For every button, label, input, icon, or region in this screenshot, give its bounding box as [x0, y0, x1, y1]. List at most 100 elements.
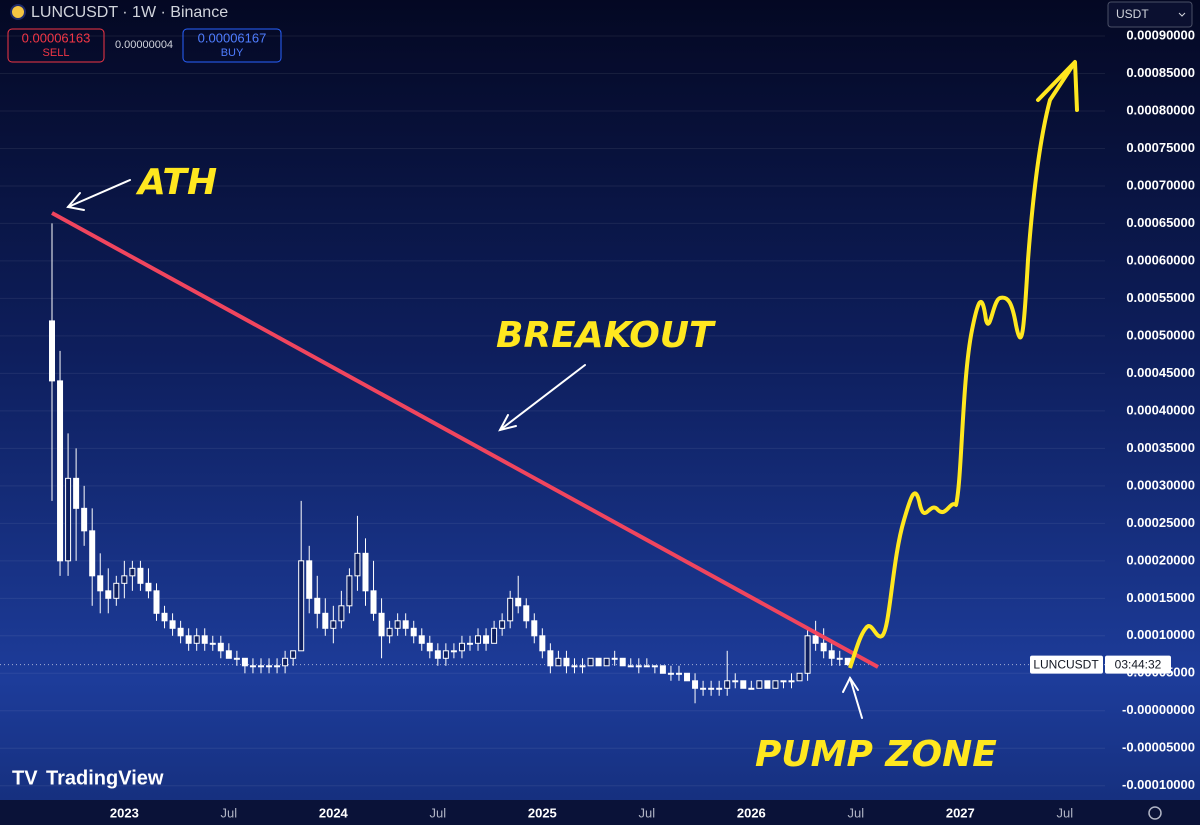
candle-body [442, 650, 449, 659]
x-tick-label: Jul [1056, 805, 1073, 820]
candle-body [89, 530, 96, 577]
symbol-icon [10, 4, 26, 20]
y-tick-label: -0.00005000 [1122, 740, 1195, 755]
candle-body [282, 657, 289, 667]
candle-body [458, 642, 465, 652]
candle-body [193, 635, 200, 644]
candle-body [161, 612, 168, 622]
buy-price: 0.00006167 [198, 30, 267, 45]
x-tick-label: Jul [221, 805, 238, 820]
x-tick-label: Jul [639, 805, 656, 820]
candle-body [635, 665, 642, 668]
candles [49, 223, 851, 704]
y-tick-label: 0.00025000 [1126, 515, 1195, 530]
candle-body [732, 680, 739, 683]
x-tick-label: 2027 [946, 805, 975, 820]
candle-body [241, 657, 248, 667]
candle-body [410, 627, 417, 637]
candle-body [603, 657, 610, 667]
candle-body [483, 635, 490, 644]
candle-body [724, 680, 731, 689]
candle-body [209, 642, 216, 645]
candle-body [121, 575, 128, 584]
candle-body [756, 680, 763, 689]
candle-body [113, 582, 120, 599]
buy-button[interactable] [182, 28, 282, 63]
candle-body [515, 597, 522, 607]
candle-body [466, 642, 473, 645]
candle-body [330, 620, 337, 629]
candle-body [523, 605, 530, 622]
candle-body [684, 672, 691, 682]
candle-body [322, 612, 329, 629]
annotation-ath: ATH [135, 162, 217, 203]
annotation-pump-zone: PUMP ZONE [755, 734, 997, 775]
x-tick-label: 2025 [528, 805, 557, 820]
candle-body [796, 672, 803, 682]
candle-body [675, 672, 682, 675]
candle-body [362, 552, 369, 592]
candle-body [772, 680, 779, 689]
candle-body [716, 687, 723, 690]
y-tick-label: 0.00085000 [1126, 65, 1195, 80]
candle-body [73, 477, 80, 509]
candle-body [306, 560, 313, 599]
x-tick-label: 2023 [110, 805, 139, 820]
y-tick-label: 0.00040000 [1126, 402, 1195, 417]
candle-body [274, 665, 281, 668]
candle-body [105, 590, 112, 599]
pointer-arrows [66, 179, 863, 719]
symbol-price-label: LUNCUSDT [1033, 658, 1099, 672]
candle-body [249, 665, 256, 668]
projection-arrowhead [1036, 60, 1079, 112]
annotation-breakout: BREAKOUT [496, 315, 716, 356]
candle-body [571, 665, 578, 668]
candle-body [57, 380, 64, 562]
candle-body [764, 680, 771, 689]
candle-body [563, 657, 570, 667]
y-tick-label: 0.00060000 [1126, 252, 1195, 267]
candle-body [137, 567, 144, 584]
candle-body [740, 680, 747, 689]
countdown-label: 03:44:32 [1115, 658, 1162, 672]
symbol-title[interactable]: LUNCUSDT · 1W · Binance [31, 4, 228, 21]
y-tick-label: 0.00035000 [1126, 440, 1195, 455]
sell-button[interactable] [7, 28, 105, 63]
currency-dropdown[interactable] [1107, 1, 1193, 28]
candle-body [153, 590, 160, 614]
candle-body [266, 665, 273, 668]
candle-body [426, 642, 433, 652]
candle-body [346, 575, 353, 607]
candle-body [145, 582, 152, 592]
candle-body [338, 605, 345, 622]
y-tick-label: 0.00015000 [1126, 590, 1195, 605]
candle-body [65, 477, 72, 562]
candle-body [748, 687, 755, 690]
candle-body [651, 665, 658, 668]
candle-body [555, 657, 562, 667]
y-tick-label: 0.00055000 [1126, 290, 1195, 305]
grid [0, 35, 1105, 787]
candle-body [579, 665, 586, 668]
candle-body [233, 657, 240, 660]
candle-body [587, 657, 594, 667]
x-tick-label: 2024 [319, 805, 349, 820]
candle-body [201, 635, 208, 644]
candle-body [354, 552, 361, 577]
candle-body [667, 672, 674, 675]
candle-body [434, 650, 441, 659]
candle-body [780, 680, 787, 683]
currency-label: USDT [1116, 7, 1149, 21]
candle-body [700, 687, 707, 690]
y-tick-label: 0.00020000 [1126, 552, 1195, 567]
candle-body [708, 687, 715, 690]
candle-body [828, 650, 835, 659]
settings-icon[interactable] [1148, 806, 1162, 820]
y-tick-label: 0.00010000 [1126, 627, 1195, 642]
symbol-price-box [1030, 655, 1103, 674]
x-tick-label: Jul [848, 805, 865, 820]
y-tick-label: 0.00045000 [1126, 365, 1195, 380]
candle-body [804, 635, 811, 674]
candle-body [643, 665, 650, 668]
candle-body [49, 320, 55, 382]
